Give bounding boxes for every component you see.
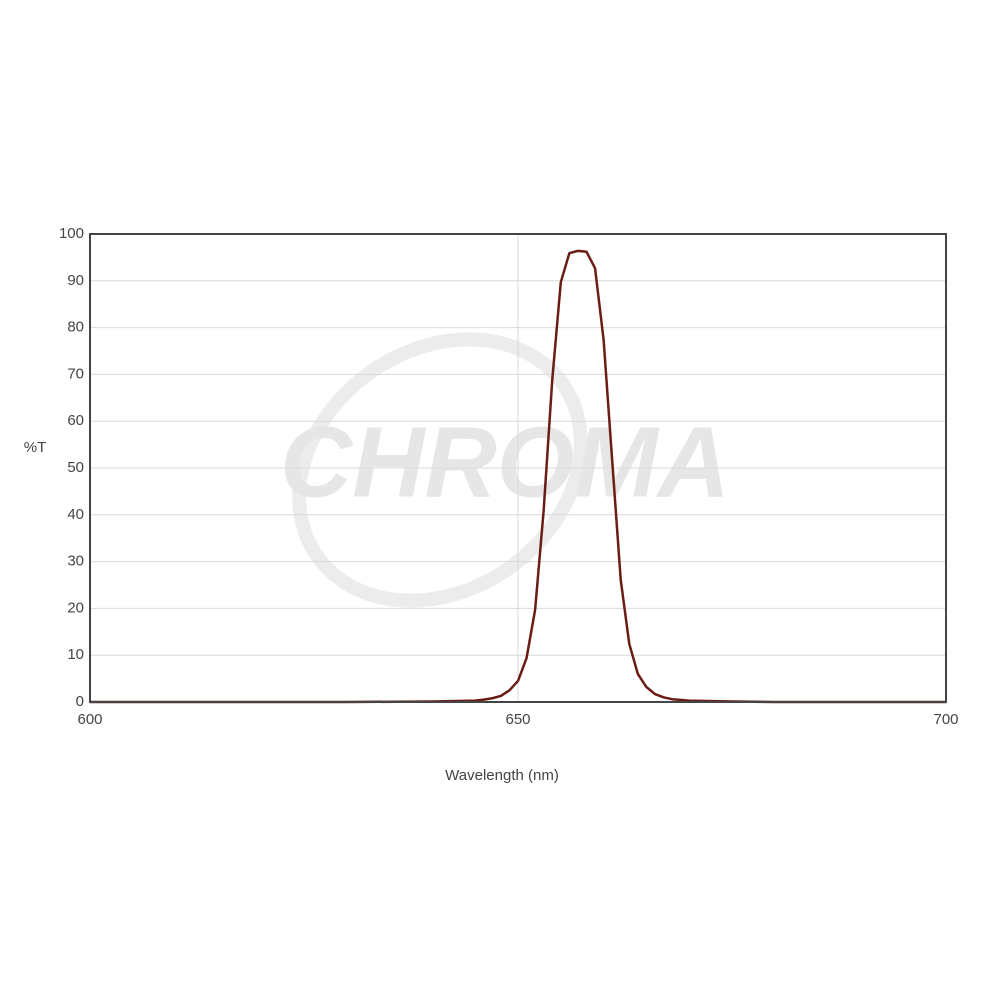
watermark-swoosh: [292, 332, 588, 608]
y-tick-label: 50: [67, 459, 84, 476]
y-tick-label: 100: [59, 225, 84, 242]
y-tick-label: 10: [67, 646, 84, 663]
plot-border: [89, 233, 947, 703]
y-tick-label: 80: [67, 319, 84, 336]
x-tick-label: 650: [505, 711, 530, 728]
y-tick-label: 20: [67, 599, 84, 616]
y-tick-label: 0: [76, 693, 84, 710]
y-axis-label: %T: [24, 439, 47, 456]
y-tick-label: 60: [67, 412, 84, 429]
y-tick-label: 30: [67, 553, 84, 570]
watermark-text: CHROMA: [280, 406, 730, 518]
y-tick-label: 90: [67, 272, 84, 289]
watermark-logo: CHROMA: [280, 332, 730, 608]
x-axis-label: Wavelength (nm): [445, 767, 559, 784]
x-tick-label: 600: [77, 711, 102, 728]
y-tick-label: 70: [67, 365, 84, 382]
y-tick-label: 40: [67, 506, 84, 523]
data-line: [90, 249, 946, 704]
x-tick-label: 700: [933, 711, 958, 728]
